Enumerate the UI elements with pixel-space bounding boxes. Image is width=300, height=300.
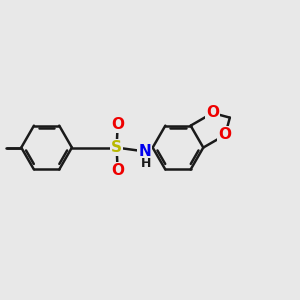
Text: N: N bbox=[139, 144, 151, 159]
Text: O: O bbox=[206, 106, 219, 121]
Text: O: O bbox=[111, 117, 124, 132]
Text: S: S bbox=[111, 140, 122, 155]
Text: H: H bbox=[141, 157, 152, 169]
Text: O: O bbox=[219, 128, 232, 142]
Text: O: O bbox=[111, 164, 124, 178]
